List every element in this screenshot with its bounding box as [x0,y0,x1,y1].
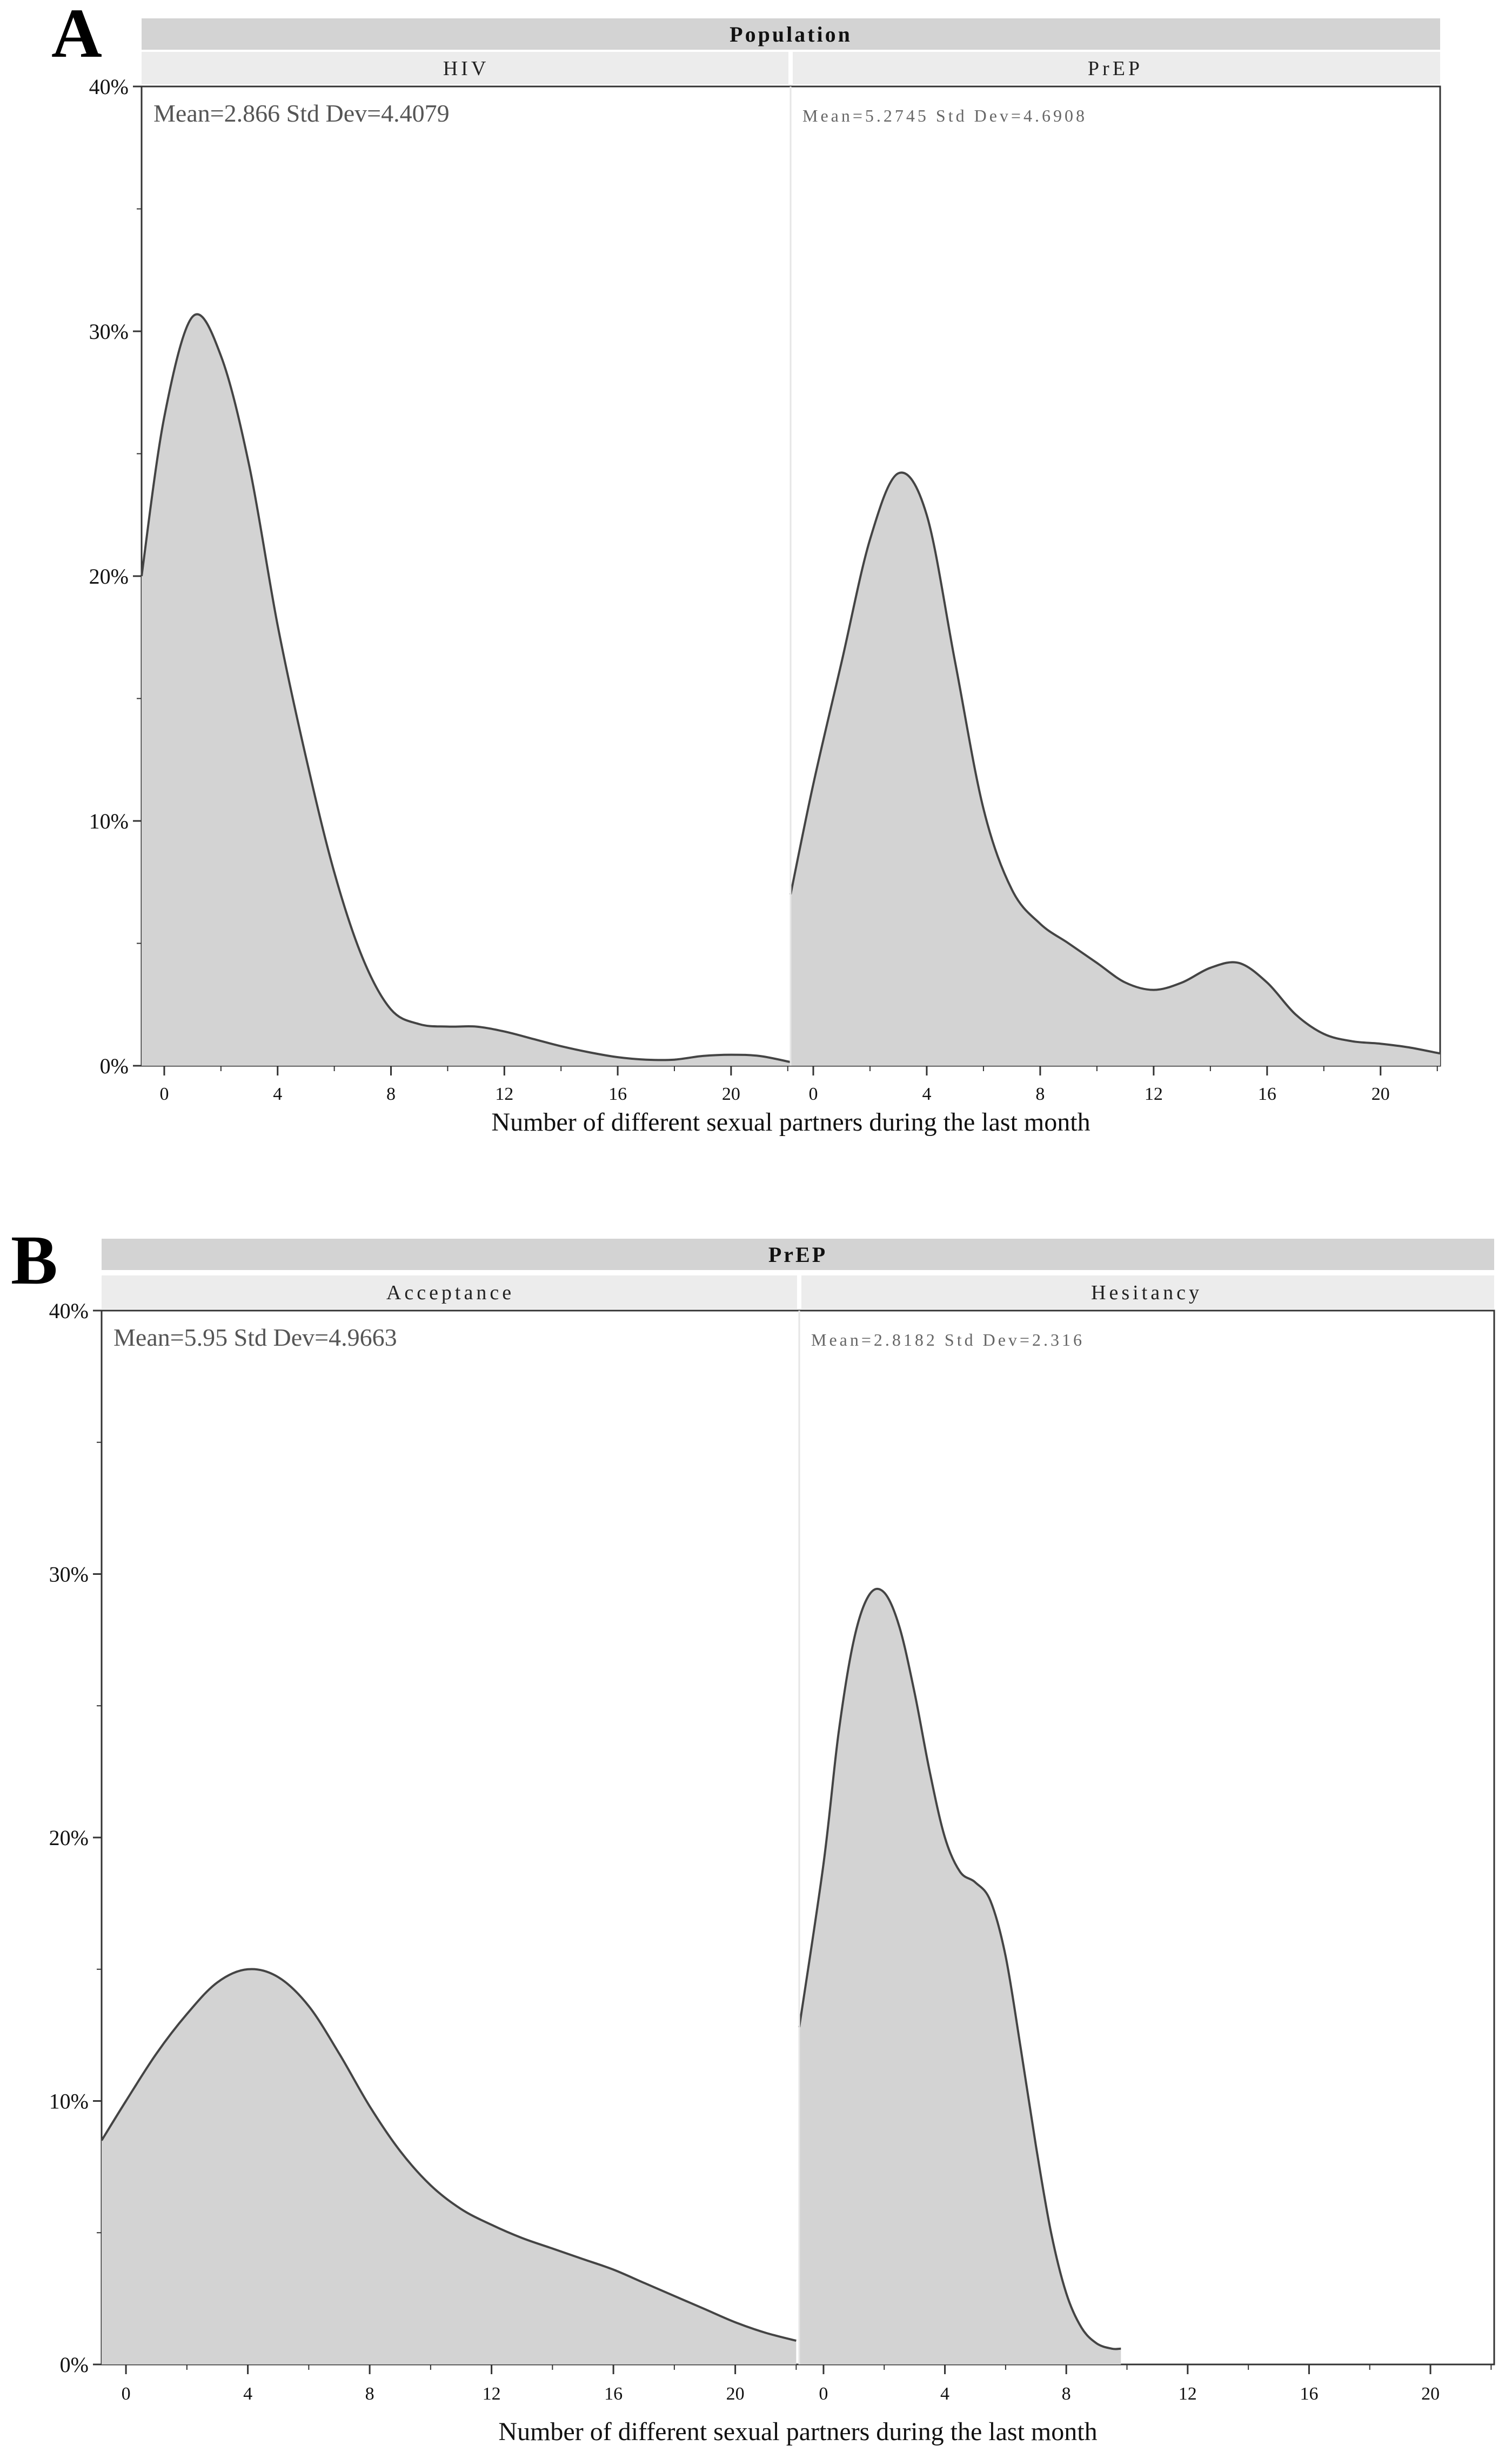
x-axis-title: Number of different sexual partners duri… [498,2417,1097,2446]
facet-strip-label: Acceptance [386,1281,514,1304]
stats-annotation: Mean=5.2745 Std Dev=4.6908 [802,106,1087,125]
x-tick-label: 16 [608,1084,627,1104]
y-tick-label: 40% [49,1299,89,1323]
x-tick-label: 12 [1145,1084,1163,1104]
x-tick-label: 0 [808,1084,818,1104]
facet-strip [801,1275,1494,1309]
x-tick-label: 16 [604,2384,623,2404]
density-area-acceptance [102,1969,797,2364]
stats-annotation: Mean=2.866 Std Dev=4.4079 [153,99,450,127]
y-tick-label: 10% [89,809,129,833]
facet-strip-label: PrEP [1088,57,1143,80]
facet-strip [793,52,1440,84]
x-tick-label: 4 [922,1084,931,1104]
y-tick-label: 20% [49,1826,89,1850]
x-tick-label: 8 [386,1084,396,1104]
x-tick-label: 12 [1179,2384,1197,2404]
x-tick-label: 8 [1062,2384,1071,2404]
y-tick-label: 0% [60,2353,89,2377]
x-tick-label: 0 [122,2384,131,2404]
y-tick-label: 40% [89,75,129,99]
density-area-hesitancy [799,1588,1121,2364]
facet-strip [102,1275,797,1309]
x-tick-label: 20 [726,2384,745,2404]
x-tick-label: 20 [1421,2384,1440,2404]
y-tick-label: 0% [100,1054,129,1078]
group-strip-label: Population [730,22,852,46]
y-tick-label: 30% [49,1562,89,1587]
facet-strip-label: Hesitancy [1091,1281,1202,1304]
x-tick-label: 12 [483,2384,501,2404]
x-tick-label: 0 [819,2384,828,2404]
facet-strip-label: HIV [443,57,490,80]
group-strip [102,1239,1494,1270]
facet-strip [142,52,788,84]
x-tick-label: 12 [495,1084,513,1104]
density-line-acceptance [101,1968,797,2342]
chart-panel-b: B PrEP Acceptance Hesitancy Mean=5.95 Std De… [11,1221,1495,2446]
x-tick-label: 8 [365,2384,374,2404]
x-tick-label: 4 [273,1084,282,1104]
x-tick-label: 16 [1300,2384,1318,2404]
chart-panel-a: A Population HIV PrEP Mean=2.866 Std Dev=4.4… [51,0,1441,1137]
x-tick-label: 0 [159,1084,169,1104]
x-axis-title: Number of different sexual partners duri… [491,1108,1090,1137]
density-line-prep [790,471,1441,1055]
y-tick-label: 10% [49,2089,89,2114]
stats-annotation: Mean=2.8182 Std Dev=2.316 [811,1330,1085,1349]
group-strip-label: PrEP [768,1242,827,1267]
density-area-hiv [142,314,791,1066]
density-line-hiv [141,313,791,1064]
x-tick-label: 20 [722,1084,740,1104]
group-strip [142,18,1440,50]
y-tick-label: 20% [89,564,129,589]
panel-letter: B [11,1221,58,1299]
x-tick-label: 4 [243,2384,252,2404]
x-tick-label: 20 [1371,1084,1390,1104]
stats-annotation: Mean=5.95 Std Dev=4.9663 [113,1324,397,1351]
x-tick-label: 16 [1258,1084,1276,1104]
x-tick-label: 8 [1035,1084,1045,1104]
x-tick-label: 4 [940,2384,949,2404]
density-area-prep [791,472,1440,1066]
y-tick-label: 30% [89,319,129,344]
density-line-hesitancy [798,1587,1121,2350]
panel-letter: A [51,0,102,72]
